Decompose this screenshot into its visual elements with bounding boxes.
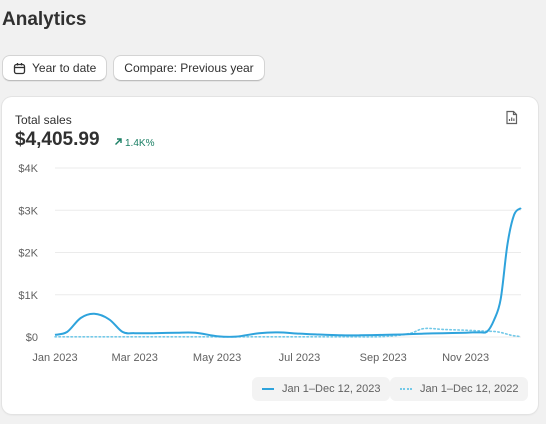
y-tick-label: $0 xyxy=(26,332,38,344)
metric-label: Total sales xyxy=(15,113,72,127)
y-tick-label: $3K xyxy=(18,205,38,217)
date-range-label: Year to date xyxy=(32,61,97,75)
y-tick-label: $4K xyxy=(18,163,38,175)
compare-button[interactable]: Compare: Previous year xyxy=(113,55,265,81)
export-report-icon[interactable] xyxy=(505,110,518,130)
legend-label-previous: Jan 1–Dec 12, 2022 xyxy=(420,383,519,395)
series-line-current-year xyxy=(54,207,522,338)
x-tick-label: Nov 2023 xyxy=(442,352,489,364)
y-tick-label: $2K xyxy=(18,248,38,260)
x-tick-label: Sep 2023 xyxy=(360,352,407,364)
legend-swatch-current xyxy=(262,388,274,390)
legend-item-current[interactable]: Jan 1–Dec 12, 2023 xyxy=(252,377,391,401)
x-tick-label: Jan 2023 xyxy=(32,352,77,364)
legend-swatch-previous xyxy=(400,388,412,390)
series-line-previous-year xyxy=(54,327,522,338)
page-title: Analytics xyxy=(2,9,87,30)
x-tick-label: May 2023 xyxy=(193,352,241,364)
calendar-icon xyxy=(13,62,26,75)
legend-label-current: Jan 1–Dec 12, 2023 xyxy=(282,383,381,395)
total-sales-card: Total sales $4,405.99 1.4K% xyxy=(2,97,538,414)
filter-bar: Year to date Compare: Previous year xyxy=(2,55,265,81)
metric-value: $4,405.99 xyxy=(15,129,100,150)
x-tick-label: Jul 2023 xyxy=(279,352,321,364)
date-range-button[interactable]: Year to date xyxy=(2,55,108,81)
compare-label: Compare: Previous year xyxy=(124,61,254,75)
x-tick-label: Mar 2023 xyxy=(111,352,157,364)
sales-line-chart: $4K $3K $2K $1K $0 Jan 2023 Mar 2023 May 2023 Ju… xyxy=(18,163,522,364)
y-tick-label: $1K xyxy=(18,290,38,302)
arrow-up-right-icon xyxy=(114,137,123,149)
delta-value: 1.4K% xyxy=(125,137,155,149)
legend-item-previous[interactable]: Jan 1–Dec 12, 2022 xyxy=(390,377,529,401)
delta-badge: 1.4K% xyxy=(114,137,154,149)
